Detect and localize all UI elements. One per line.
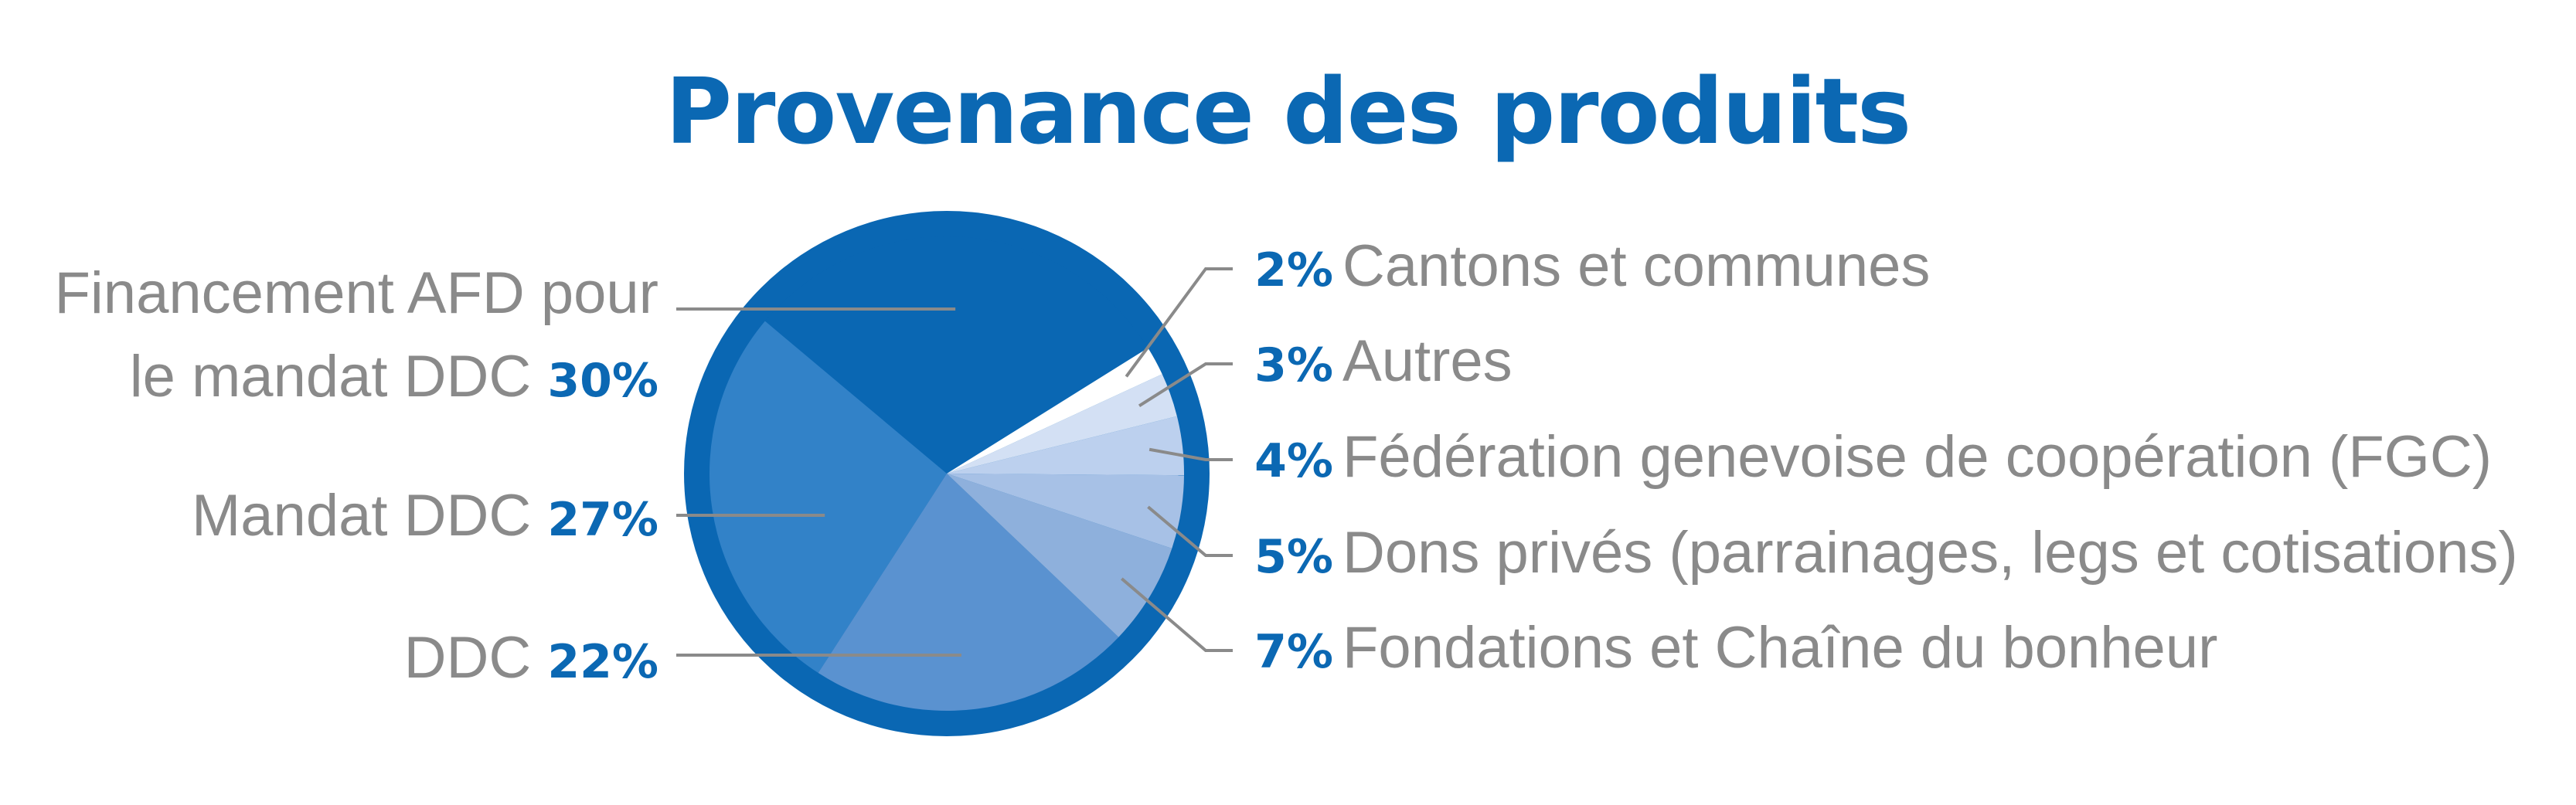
slice-value-autres: 3% — [1254, 338, 1333, 392]
pie-slice-mandat-ddc — [709, 321, 947, 674]
slice-label-cantons-et-communes: Cantons et communes — [1342, 233, 1930, 299]
slice-label-text: le mandat DDC — [130, 344, 548, 409]
chart-title: Provenance des produits — [665, 58, 1911, 165]
leader-line-autres — [1138, 362, 1233, 407]
leader-line-dons-prives-parrainages-legs-et-cotisations — [1147, 505, 1233, 557]
leader-lines — [676, 267, 1233, 657]
slice-label-autres: Autres — [1342, 328, 1513, 394]
slice-value-fondations-et-chaine-du-bonheur: 7% — [1254, 625, 1333, 679]
slice-labels: Financement AFD pour le mandat DDC 30% Man… — [55, 233, 2518, 691]
slice-label-mandat-ddc: Mandat DDC 27% — [192, 483, 658, 549]
pie-slice-fondations-et-chaine-du-bonheur — [947, 474, 1172, 637]
slice-label-text: DDC — [404, 625, 548, 691]
slice-label-financement-afd-pour-le-mandat-ddc-line-2: le mandat DDC 30% — [130, 344, 658, 409]
slice-label-fondations-et-chaine-du-bonheur: Fondations et Chaîne du bonheur — [1342, 615, 2217, 681]
pie-slice-ddc — [818, 474, 1119, 712]
pie-slice-cantons-et-communes — [947, 348, 1162, 474]
leader-line-cantons-et-communes — [1125, 267, 1233, 378]
pie-slice-autres — [947, 374, 1177, 474]
slice-value-label: 22% — [547, 635, 658, 689]
pie-slices — [709, 236, 1185, 712]
leader-line-federation-genevoise-de-cooperation-fgc — [1148, 447, 1233, 461]
slice-value-label: 27% — [547, 493, 658, 547]
slice-value-label: 30% — [547, 354, 658, 408]
slice-label-text: Mandat DDC — [192, 483, 547, 549]
pie-slice-federation-genevoise-de-cooperation-fgc — [947, 416, 1185, 476]
slice-value-dons-prives-parrainages-legs-et-cotisations: 5% — [1254, 530, 1333, 584]
slice-label-dons-prives-parrainages-legs-et-cotisations: Dons privés (parrainages, legs et cotisa… — [1342, 520, 2518, 586]
slice-value-cantons-et-communes: 2% — [1254, 243, 1333, 297]
leader-line-fondations-et-chaine-du-bonheur — [1121, 577, 1233, 652]
slice-label-federation-genevoise-de-cooperation-fgc: Fédération genevoise de coopération (FGC… — [1342, 424, 2492, 490]
slice-label-financement-afd-pour-le-mandat-ddc-line-1: Financement AFD pour — [55, 260, 659, 326]
pie-slice-dons-prives-parrainages-legs-et-cotisations — [947, 474, 1184, 549]
pie-slice-financement-afd-pour-le-mandat-ddc — [764, 236, 1148, 474]
slice-label-ddc: DDC 22% — [404, 625, 658, 691]
slice-value-federation-genevoise-de-cooperation-fgc: 4% — [1254, 434, 1333, 488]
